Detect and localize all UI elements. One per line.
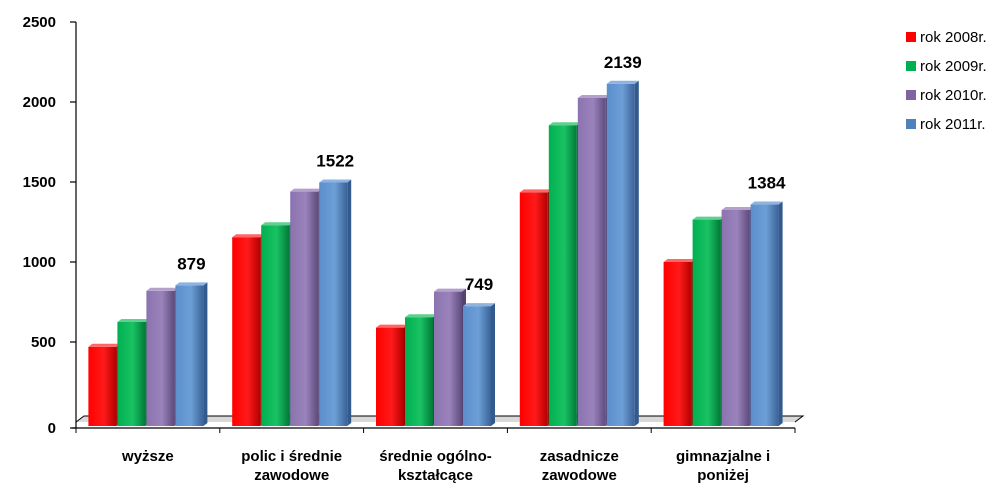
category-label: zasadnicze <box>540 448 619 465</box>
bar-top-3-1 <box>319 179 352 183</box>
category-label: wyższe <box>121 448 174 465</box>
bar-top-1-4 <box>692 216 725 220</box>
legend-entry: rok 2008r. <box>920 29 987 46</box>
bar-top-0-1 <box>232 234 265 238</box>
bar-top-2-4 <box>721 207 754 210</box>
y-tick-label: 2000 <box>23 94 56 111</box>
y-tick-label: 1000 <box>23 254 56 271</box>
bar-top-2-0 <box>146 287 179 291</box>
bar-side-3-0 <box>203 282 208 426</box>
y-tick-label: 0 <box>48 420 56 437</box>
bar-1-0 <box>117 322 146 426</box>
bar-1-3 <box>548 125 577 426</box>
bar-0-2 <box>376 327 404 426</box>
data-label: 749 <box>465 275 493 294</box>
category-label: gimnazjalne i <box>676 448 770 465</box>
bar-0-1 <box>232 237 261 426</box>
legend-entry: rok 2010r. <box>920 87 987 104</box>
category-label: poniżej <box>697 467 749 484</box>
bar-0-4 <box>663 262 692 426</box>
category-label: zawodowe <box>254 467 329 484</box>
bar-top-1-0 <box>117 319 150 322</box>
bar-side-3-4 <box>778 201 783 426</box>
legend: rok 2008r. rok 2009r. rok 2010r. rok 2011r. <box>906 29 987 133</box>
bar-top-1-2 <box>405 314 437 318</box>
bar-top-2-2 <box>434 288 466 292</box>
category-label: średnie ogólno- <box>379 448 492 465</box>
data-label: 2139 <box>604 53 642 72</box>
legend-swatch <box>906 119 916 129</box>
bar-3-4 <box>750 204 779 426</box>
bar-top-1-3 <box>548 122 581 126</box>
category-label: zawodowe <box>542 467 617 484</box>
bar-top-0-4 <box>663 259 696 262</box>
bar-1-4 <box>692 219 721 426</box>
bar-3-0 <box>175 285 204 426</box>
bar-3-3 <box>606 83 635 426</box>
bar-top-0-3 <box>519 189 552 193</box>
bar-top-3-0 <box>175 282 208 286</box>
bar-top-1-1 <box>261 222 294 226</box>
bar-2-2 <box>434 291 462 426</box>
bar-0-0 <box>88 346 117 426</box>
bar-top-0-0 <box>88 343 121 347</box>
category-label: kształcące <box>398 467 473 484</box>
bar-top-2-3 <box>577 95 610 98</box>
legend-swatch <box>906 90 916 100</box>
bar-top-3-3 <box>606 80 639 84</box>
bar-top-0-2 <box>376 324 408 328</box>
bar-2-3 <box>577 98 606 426</box>
bar-0-3 <box>519 192 548 426</box>
bar-top-3-4 <box>750 201 783 205</box>
bar-1-2 <box>405 317 433 426</box>
data-label: 879 <box>177 254 205 273</box>
y-tick-label: 500 <box>31 334 56 351</box>
bar-2-1 <box>290 191 319 426</box>
y-tick-label: 1500 <box>23 174 56 191</box>
legend-entry: rok 2009r. <box>920 58 987 75</box>
bar-side-3-3 <box>634 80 639 426</box>
y-tick-label: 2500 <box>23 14 56 31</box>
legend-swatch <box>906 61 916 71</box>
labels-group: 879 wyższe 1522 polic i średnie zawodowe 749 ś… <box>121 53 786 484</box>
bar-side-3-1 <box>347 179 352 426</box>
legend-swatch <box>906 32 916 42</box>
bar-side-3-2 <box>491 303 495 426</box>
data-label: 1522 <box>316 151 354 170</box>
legend-entry: rok 2011r. <box>920 116 986 133</box>
bar-3-1 <box>319 182 348 426</box>
bar-top-3-2 <box>463 303 495 307</box>
bars-group <box>88 80 783 426</box>
category-label: polic i średnie <box>241 448 342 465</box>
data-label: 1384 <box>748 174 786 193</box>
bar-3-2 <box>463 306 491 426</box>
bar-1-1 <box>261 225 290 426</box>
bar-2-4 <box>721 210 750 426</box>
bar-2-0 <box>146 290 175 426</box>
bar-top-2-1 <box>290 188 323 192</box>
